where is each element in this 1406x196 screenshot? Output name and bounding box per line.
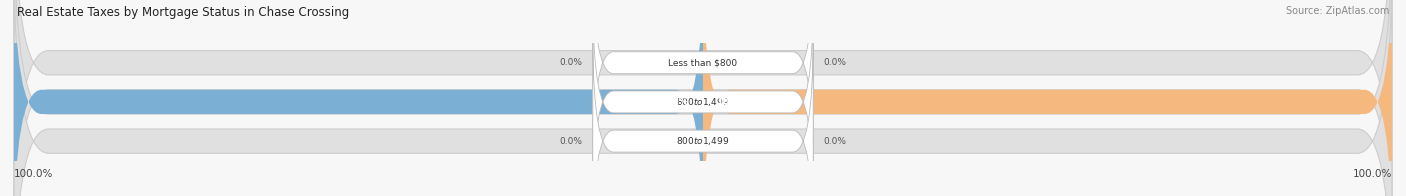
FancyBboxPatch shape: [593, 0, 813, 169]
FancyBboxPatch shape: [14, 0, 1392, 196]
Text: 0.0%: 0.0%: [560, 137, 582, 146]
Text: $800 to $1,499: $800 to $1,499: [676, 96, 730, 108]
FancyBboxPatch shape: [14, 0, 1392, 196]
Text: $800 to $1,499: $800 to $1,499: [676, 135, 730, 147]
Text: 100.0%: 100.0%: [1353, 169, 1392, 180]
Text: 0.0%: 0.0%: [560, 58, 582, 67]
FancyBboxPatch shape: [14, 0, 1392, 196]
FancyBboxPatch shape: [593, 34, 813, 196]
Text: 100.0%: 100.0%: [14, 169, 53, 180]
FancyBboxPatch shape: [593, 0, 813, 196]
Text: 0.0%: 0.0%: [824, 137, 846, 146]
Text: Source: ZipAtlas.com: Source: ZipAtlas.com: [1285, 6, 1389, 16]
Text: 100.0%: 100.0%: [717, 97, 758, 107]
Text: Less than $800: Less than $800: [668, 58, 738, 67]
Text: Real Estate Taxes by Mortgage Status in Chase Crossing: Real Estate Taxes by Mortgage Status in …: [17, 6, 349, 19]
FancyBboxPatch shape: [14, 0, 703, 196]
Text: 100.0%: 100.0%: [648, 97, 689, 107]
Text: 0.0%: 0.0%: [824, 58, 846, 67]
FancyBboxPatch shape: [703, 0, 1392, 196]
